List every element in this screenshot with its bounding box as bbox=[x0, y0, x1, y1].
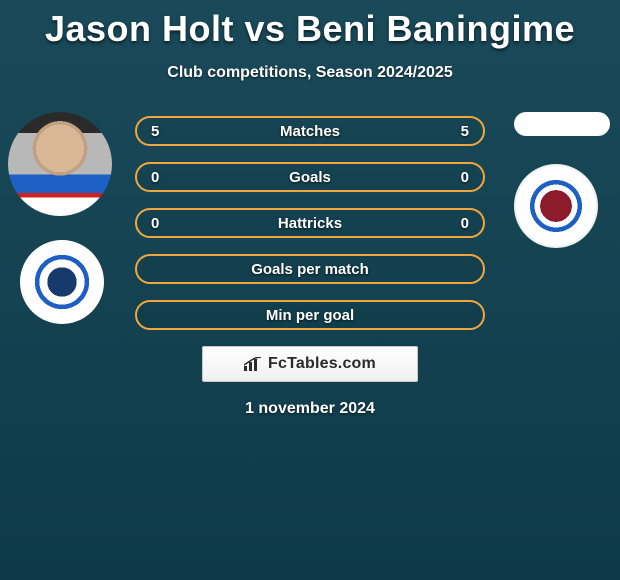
club-left-crest-icon bbox=[20, 240, 104, 324]
brand-text: FcTables.com bbox=[268, 355, 376, 373]
stat-row-goals: 0 Goals 0 bbox=[135, 162, 485, 192]
club-right-crest-icon bbox=[514, 164, 598, 248]
stat-row-min-per-goal: Min per goal bbox=[135, 300, 485, 330]
stat-left-value: 5 bbox=[151, 123, 159, 140]
stat-right-value: 0 bbox=[461, 215, 469, 232]
brand-badge: FcTables.com bbox=[202, 346, 418, 382]
date-label: 1 november 2024 bbox=[0, 400, 620, 418]
left-column bbox=[8, 112, 112, 324]
stat-label: Goals bbox=[289, 169, 331, 186]
stat-row-hattricks: 0 Hattricks 0 bbox=[135, 208, 485, 238]
comparison-panel: 5 Matches 5 0 Goals 0 0 Hattricks 0 Goal… bbox=[0, 112, 620, 418]
subtitle: Club competitions, Season 2024/2025 bbox=[0, 64, 620, 82]
right-column bbox=[514, 112, 610, 248]
stat-left-value: 0 bbox=[151, 215, 159, 232]
player-left-avatar bbox=[8, 112, 112, 216]
stat-label: Min per goal bbox=[266, 307, 354, 324]
stat-right-value: 0 bbox=[461, 169, 469, 186]
stat-row-goals-per-match: Goals per match bbox=[135, 254, 485, 284]
stat-left-value: 0 bbox=[151, 169, 159, 186]
stat-label: Hattricks bbox=[278, 215, 342, 232]
stat-right-value: 5 bbox=[461, 123, 469, 140]
stat-label: Goals per match bbox=[251, 261, 369, 278]
stat-label: Matches bbox=[280, 123, 340, 140]
bar-chart-icon bbox=[244, 357, 262, 371]
page-title: Jason Holt vs Beni Baningime bbox=[0, 0, 620, 50]
stat-row-matches: 5 Matches 5 bbox=[135, 116, 485, 146]
stat-rows: 5 Matches 5 0 Goals 0 0 Hattricks 0 Goal… bbox=[135, 112, 485, 330]
player-right-avatar bbox=[514, 112, 610, 136]
